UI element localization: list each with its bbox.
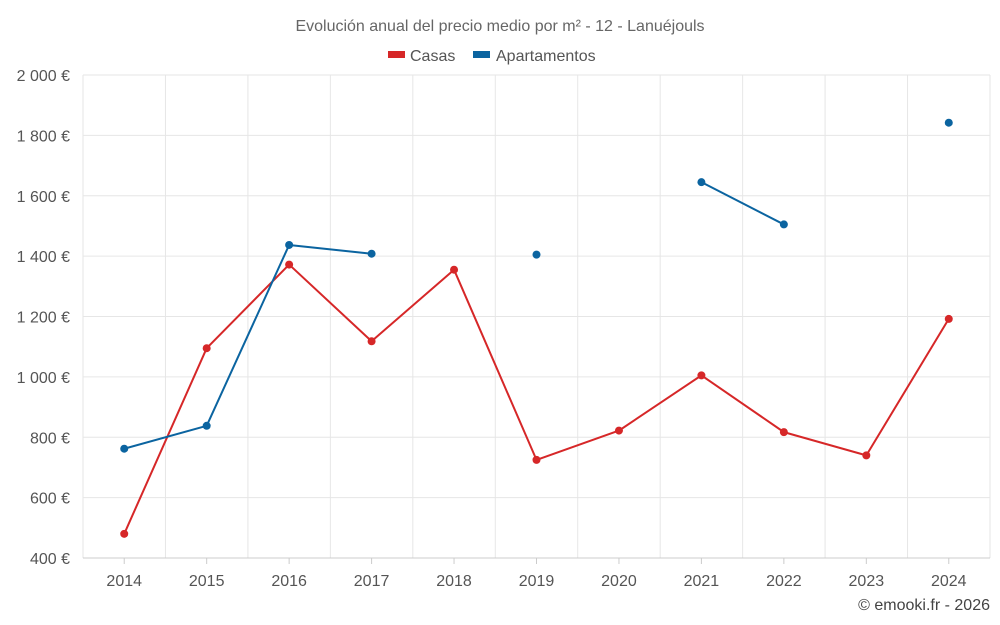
- y-tick-label: 1 600 €: [17, 189, 70, 206]
- legend-label: Apartamentos: [496, 48, 596, 65]
- data-point-apartamentos[interactable]: [697, 178, 706, 187]
- data-point-casas[interactable]: [944, 314, 953, 323]
- legend-swatch: [388, 51, 405, 58]
- y-tick-label: 1 200 €: [17, 310, 70, 327]
- data-point-casas[interactable]: [532, 455, 541, 464]
- axes: 400 € 600 € 800 € 1 000 € 1 200 € 1 400 € 1 60…: [17, 68, 990, 590]
- legend-label: Casas: [410, 48, 455, 65]
- legend-swatch: [473, 51, 490, 58]
- x-tick-label: 2014: [106, 573, 142, 590]
- x-tick-label: 2017: [354, 573, 390, 590]
- data-point-casas[interactable]: [697, 371, 706, 380]
- series-casas: [120, 260, 953, 538]
- x-tick-label: 2018: [436, 573, 472, 590]
- legend: Casas Apartamentos: [388, 48, 596, 65]
- data-point-apartamentos[interactable]: [367, 249, 376, 258]
- data-point-casas[interactable]: [120, 529, 129, 538]
- y-tick-label: 800 €: [30, 430, 70, 447]
- data-point-apartamentos[interactable]: [532, 250, 541, 259]
- x-tick-label: 2015: [189, 573, 225, 590]
- data-point-casas[interactable]: [285, 260, 294, 269]
- data-point-casas[interactable]: [614, 426, 623, 435]
- credit-text: © emooki.fr - 2026: [858, 597, 990, 614]
- data-point-apartamentos[interactable]: [285, 240, 294, 249]
- series-apartamentos: [120, 118, 953, 453]
- x-tick-label: 2019: [519, 573, 555, 590]
- x-tick-label: 2023: [849, 573, 885, 590]
- data-point-casas[interactable]: [450, 265, 459, 274]
- data-point-apartamentos[interactable]: [202, 421, 211, 430]
- data-point-casas[interactable]: [367, 337, 376, 346]
- data-point-apartamentos[interactable]: [120, 444, 129, 453]
- y-tick-label: 1 000 €: [17, 370, 70, 387]
- x-tick-label: 2021: [684, 573, 720, 590]
- legend-item-apartamentos[interactable]: Apartamentos: [473, 48, 596, 65]
- grid: [82, 74, 991, 559]
- y-tick-label: 1 400 €: [17, 249, 70, 266]
- x-tick-label: 2022: [766, 573, 802, 590]
- legend-item-casas[interactable]: Casas: [388, 48, 455, 65]
- y-tick-label: 600 €: [30, 491, 70, 508]
- x-tick-label: 2020: [601, 573, 637, 590]
- data-point-apartamentos[interactable]: [944, 118, 953, 127]
- series-line-apartamentos: [123, 243, 372, 450]
- x-tick-label: 2016: [271, 573, 307, 590]
- y-tick-label: 400 €: [30, 551, 70, 568]
- x-tick-label: 2024: [931, 573, 967, 590]
- data-point-apartamentos[interactable]: [779, 220, 788, 229]
- data-point-casas[interactable]: [862, 451, 871, 460]
- y-tick-label: 2 000 €: [17, 68, 70, 85]
- series-line-apartamentos: [700, 181, 785, 226]
- data-point-casas[interactable]: [779, 428, 788, 437]
- data-point-casas[interactable]: [202, 344, 211, 353]
- chart-title: Evolución anual del precio medio por m² …: [295, 18, 704, 35]
- y-tick-label: 1 800 €: [17, 128, 70, 145]
- series: [120, 118, 953, 538]
